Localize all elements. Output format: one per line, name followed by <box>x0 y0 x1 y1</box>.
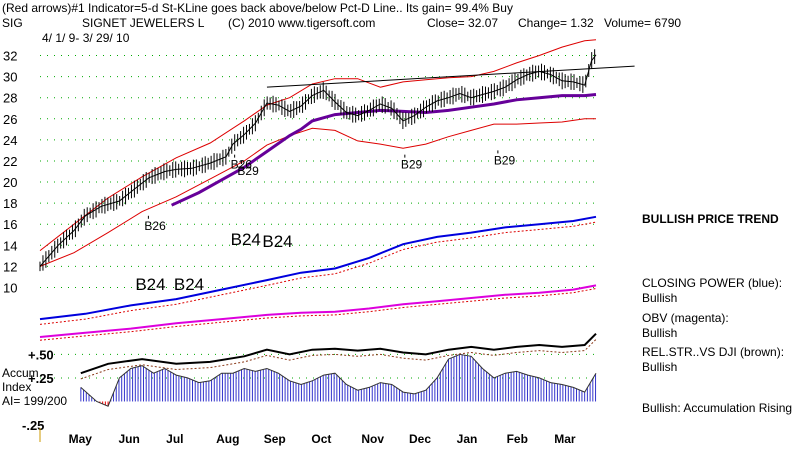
x-tick-label: Oct <box>311 432 331 446</box>
obv-line <box>39 284 597 338</box>
x-tick-label: Sep <box>264 432 286 446</box>
buy-signal-large-label: B24 <box>231 230 261 249</box>
copyright: (C) 2010 www.tigersoft.com <box>228 16 375 30</box>
buy-signal-large-label: B24 <box>174 275 204 294</box>
accum-label: Accum <box>2 366 39 380</box>
buy-signal-label: B26 <box>231 158 253 172</box>
x-axis-labels: May Jun Jul Aug Sep Oct Nov Dec Jan Feb Mar <box>69 432 576 446</box>
lower-band-line <box>39 118 596 267</box>
date-range: 4/ 1/ 9- 3/ 29/ 10 <box>42 31 130 45</box>
y-tick-label: 12 <box>3 259 17 274</box>
relstr-title: REL.STR..VS DJI (brown): <box>642 345 785 359</box>
ticker: SIG <box>2 16 23 30</box>
price-line <box>39 54 597 267</box>
buy-signal-label: B29 <box>494 153 516 167</box>
y-tick-label: 32 <box>3 49 17 64</box>
buy-signal-label: B29 <box>237 164 259 178</box>
y-tick-label: 16 <box>3 217 17 232</box>
closing-power-line <box>39 215 597 321</box>
accum-line <box>80 353 597 407</box>
y-tick-label: 28 <box>3 91 17 106</box>
accumulation-panel <box>80 332 597 407</box>
x-tick-label: May <box>69 432 93 446</box>
y-tick-label: 20 <box>3 175 17 190</box>
relstr-ma-line <box>80 339 597 380</box>
obv-title: OBV (magenta): <box>642 311 729 325</box>
y-tick-label: 14 <box>3 238 17 253</box>
closing-power-ma-line <box>39 221 597 325</box>
y-tick-label: 30 <box>3 70 17 85</box>
index-label: Index <box>2 380 31 394</box>
buy-signal-large-label: B24 <box>262 232 292 251</box>
y-tick-label: 26 <box>3 112 17 127</box>
relstr-line <box>80 332 597 375</box>
y-axis-labels: 10 12 14 16 18 20 22 24 26 28 30 32 +.50 +.25 -.25 <box>3 49 54 433</box>
close-value: Close= 32.07 <box>427 16 498 30</box>
company-name: SIGNET JEWELERS L <box>82 16 205 30</box>
obv-ma-line <box>39 288 597 341</box>
trendline <box>266 65 635 88</box>
y-tick-label: 22 <box>3 154 17 169</box>
relstr-value: Bullish <box>642 360 678 374</box>
price-panel <box>39 39 635 272</box>
accum-tick-label: -.25 <box>22 418 44 433</box>
indicator-lines <box>39 215 597 341</box>
moving-average-line <box>170 93 597 207</box>
x-tick-label: Jan <box>457 432 478 446</box>
upper-band-line <box>39 39 597 251</box>
buy-signal-large-label: B24 <box>135 275 165 294</box>
x-tick-label: Dec <box>409 432 431 446</box>
x-tick-label: Feb <box>507 432 528 446</box>
x-tick-label: Jun <box>119 432 140 446</box>
y-tick-label: 10 <box>3 280 17 295</box>
change-value: Change= 1.32 <box>518 16 594 30</box>
accum-tick-label: +.25 <box>28 371 54 386</box>
ai-label: AI= 199/200 <box>2 394 67 408</box>
x-tick-label: Jul <box>166 432 183 446</box>
price-trend-label: BULLISH PRICE TREND <box>642 212 779 226</box>
closing-power-title: CLOSING POWER (blue): <box>642 276 783 290</box>
indicator-line: (Red arrows)#1 Indicator=5-d St-KLine go… <box>2 1 513 15</box>
obv-value: Bullish <box>642 326 678 340</box>
y-tick-label: 18 <box>3 196 17 211</box>
x-tick-label: Aug <box>216 432 239 446</box>
volume-value: Volume= 6790 <box>604 16 681 30</box>
obv-note: OBV (magenta): Bullish <box>642 311 729 341</box>
accum-tick-label: +.50 <box>28 347 54 362</box>
relstr-note: REL.STR..VS DJI (brown): Bullish <box>642 345 784 375</box>
buy-signal-label: B26 <box>144 219 166 233</box>
closing-power-note: CLOSING POWER (blue): Bullish <box>642 276 782 306</box>
y-tick-label: 24 <box>3 133 17 148</box>
accum-status-note: Bullish: Accumulation Rising <box>642 401 793 415</box>
x-tick-label: Nov <box>361 432 384 446</box>
x-tick-label: Mar <box>554 432 576 446</box>
closing-power-value: Bullish <box>642 291 678 305</box>
buy-signal-label: B29 <box>401 158 423 172</box>
